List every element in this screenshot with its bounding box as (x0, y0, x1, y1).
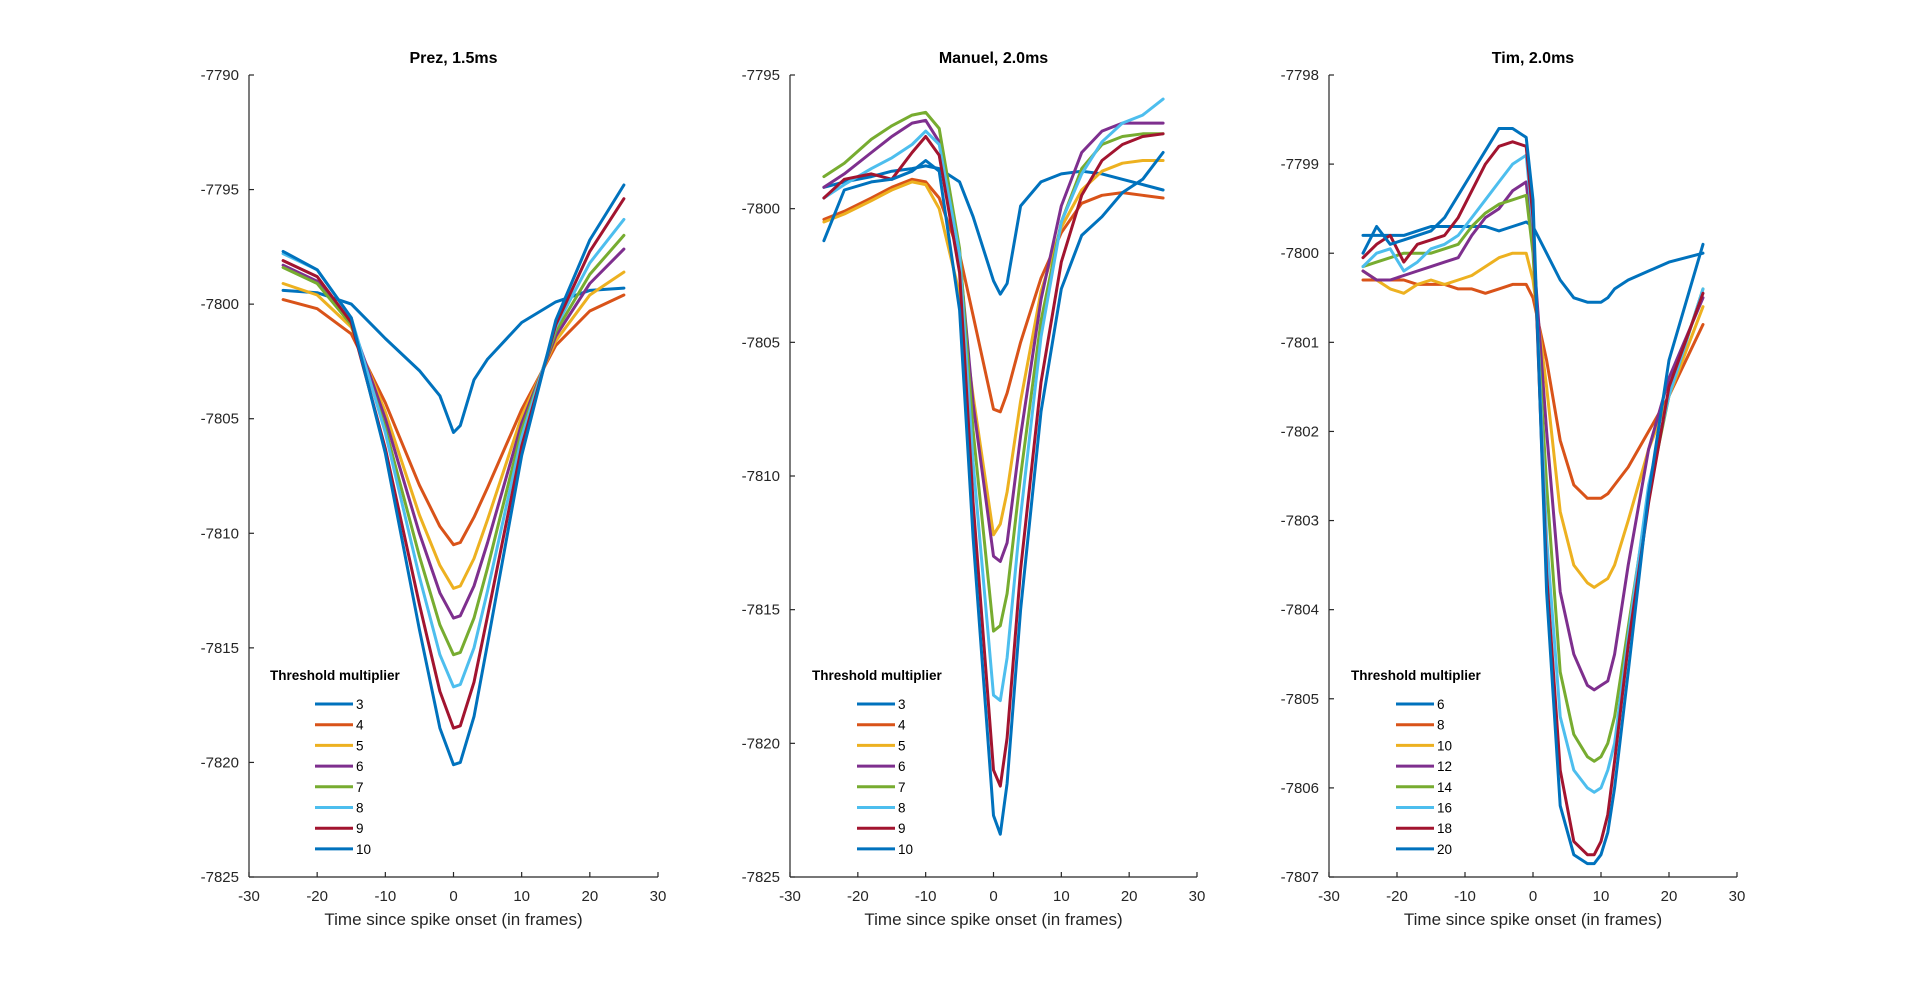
series-line-18 (1361, 140, 1705, 857)
x-tick-label: -10 (1454, 888, 1476, 905)
legend-label: 6 (1437, 697, 1445, 712)
series-line-20 (1361, 127, 1705, 866)
series-line-9 (822, 132, 1165, 788)
x-tick-label: -20 (306, 888, 328, 905)
y-tick-label: -7807 (1281, 869, 1319, 886)
y-tick-label: -7805 (201, 411, 239, 428)
y-tick-label: -7805 (1281, 691, 1319, 708)
series-line-3 (822, 164, 1165, 296)
x-tick-label: -30 (238, 888, 260, 905)
series-line-6 (822, 118, 1165, 563)
series-line-8 (822, 97, 1165, 703)
series-line-10 (822, 151, 1165, 836)
x-axis-title: Time since spike onset (in frames) (864, 910, 1122, 929)
series-line-5 (822, 159, 1165, 537)
y-tick-label: -7804 (1281, 602, 1319, 619)
y-tick-label: -7800 (1281, 245, 1319, 262)
legend-label: 10 (898, 842, 913, 857)
y-tick-label: -7825 (201, 869, 239, 886)
y-tick-label: -7800 (742, 201, 780, 218)
series-line-3 (281, 286, 626, 434)
legend-label: 6 (898, 759, 906, 774)
legend-label: 7 (898, 780, 906, 795)
series-line-10 (281, 183, 626, 767)
x-tick-label: 30 (650, 888, 667, 905)
x-tick-label: 0 (989, 888, 997, 905)
legend-label: 16 (1437, 801, 1452, 816)
panel-title: Prez, 1.5ms (409, 50, 497, 67)
legend-label: 4 (356, 718, 364, 733)
y-tick-label: -7803 (1281, 513, 1319, 530)
x-tick-label: -20 (847, 888, 869, 905)
x-axis-title: Time since spike onset (in frames) (324, 910, 582, 929)
legend-label: 4 (898, 718, 906, 733)
x-tick-label: 20 (1661, 888, 1678, 905)
legend-label: 8 (356, 801, 364, 816)
y-tick-label: -7815 (201, 640, 239, 657)
y-tick-label: -7815 (742, 602, 780, 619)
x-tick-label: -10 (915, 888, 937, 905)
legend-title: Threshold multiplier (812, 668, 943, 683)
y-tick-label: -7825 (742, 869, 780, 886)
x-tick-label: 0 (1529, 888, 1537, 905)
y-tick-label: -7810 (742, 468, 780, 485)
legend-label: 14 (1437, 780, 1453, 795)
y-tick-label: -7805 (742, 334, 780, 351)
x-tick-label: 0 (449, 888, 457, 905)
y-tick-label: -7801 (1281, 334, 1319, 351)
legend-label: 5 (898, 738, 906, 753)
y-tick-label: -7795 (201, 182, 239, 199)
y-tick-label: -7798 (1281, 67, 1319, 84)
x-tick-label: 10 (1053, 888, 1070, 905)
legend-label: 3 (356, 697, 364, 712)
x-tick-label: -30 (1318, 888, 1340, 905)
y-tick-label: -7795 (742, 67, 780, 84)
legend-label: 12 (1437, 759, 1452, 774)
legend-label: 18 (1437, 821, 1452, 836)
series-line-10 (1361, 251, 1705, 589)
series-line-4 (281, 293, 626, 547)
legend-label: 8 (898, 801, 906, 816)
y-tick-label: -7799 (1281, 156, 1319, 173)
y-tick-label: -7802 (1281, 423, 1319, 440)
legend-label: 3 (898, 697, 906, 712)
legend-label: 20 (1437, 842, 1452, 857)
panel-title: Manuel, 2.0ms (939, 50, 1048, 67)
y-tick-label: -7800 (201, 296, 239, 313)
legend-label: 9 (898, 821, 906, 836)
legend-label: 9 (356, 821, 364, 836)
y-tick-label: -7806 (1281, 780, 1319, 797)
x-tick-label: 20 (581, 888, 598, 905)
panel-title: Tim, 2.0ms (1492, 50, 1575, 67)
legend-label: 10 (1437, 738, 1452, 753)
series-line-14 (1361, 193, 1705, 763)
y-tick-label: -7790 (201, 67, 239, 84)
legend-label: 7 (356, 780, 364, 795)
legend-label: 10 (356, 842, 371, 857)
legend-label: 6 (356, 759, 364, 774)
y-tick-label: -7820 (742, 735, 780, 752)
x-tick-label: -20 (1386, 888, 1408, 905)
y-tick-label: -7820 (201, 754, 239, 771)
x-tick-label: 10 (513, 888, 530, 905)
series-line-4 (822, 177, 1165, 414)
legend-title: Threshold multiplier (270, 668, 401, 683)
x-tick-label: 30 (1189, 888, 1206, 905)
x-tick-label: 20 (1121, 888, 1138, 905)
x-tick-label: -10 (374, 888, 396, 905)
legend-label: 5 (356, 738, 364, 753)
x-tick-label: -30 (779, 888, 801, 905)
legend-title: Threshold multiplier (1351, 668, 1482, 683)
x-tick-label: 30 (1729, 888, 1746, 905)
y-tick-label: -7810 (201, 525, 239, 542)
legend-label: 8 (1437, 718, 1445, 733)
x-axis-title: Time since spike onset (in frames) (1404, 910, 1662, 929)
x-tick-label: 10 (1593, 888, 1610, 905)
